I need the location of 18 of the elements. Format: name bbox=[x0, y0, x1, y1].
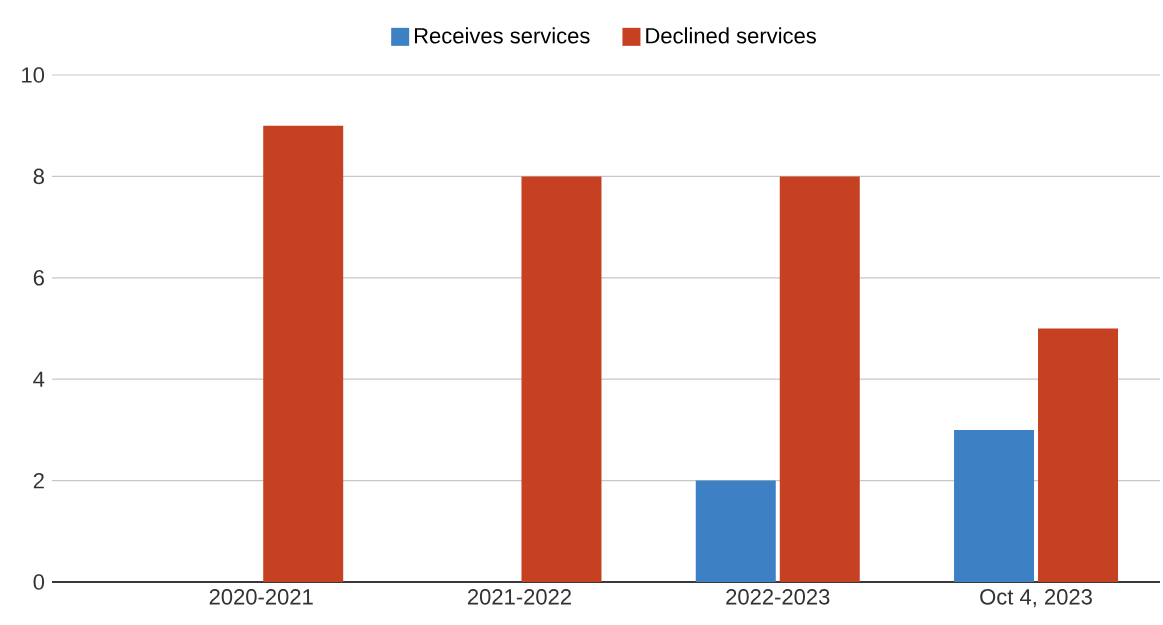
bar bbox=[695, 480, 776, 582]
bar bbox=[263, 125, 344, 582]
y-tick-label: 4 bbox=[33, 371, 45, 387]
bar bbox=[521, 176, 602, 582]
bar bbox=[1038, 328, 1119, 582]
y-tick-label: 8 bbox=[33, 168, 44, 185]
y-tick-label: 0 bbox=[33, 574, 45, 590]
bar bbox=[779, 176, 860, 582]
y-tick-label: 6 bbox=[33, 270, 44, 286]
y-tick-label: 10 bbox=[22, 67, 45, 83]
x-tick-label: 2022-2023 bbox=[726, 589, 830, 605]
x-tick-label: 2020-2021 bbox=[209, 589, 313, 605]
legend-label: Receives services bbox=[414, 27, 590, 44]
bar bbox=[954, 429, 1035, 582]
x-tick-label: Oct 4, 2023 bbox=[980, 589, 1092, 608]
x-tick-label: 2021-2022 bbox=[467, 589, 571, 605]
y-tick-label: 2 bbox=[33, 472, 44, 489]
legend-label: Declined services bbox=[646, 27, 816, 44]
